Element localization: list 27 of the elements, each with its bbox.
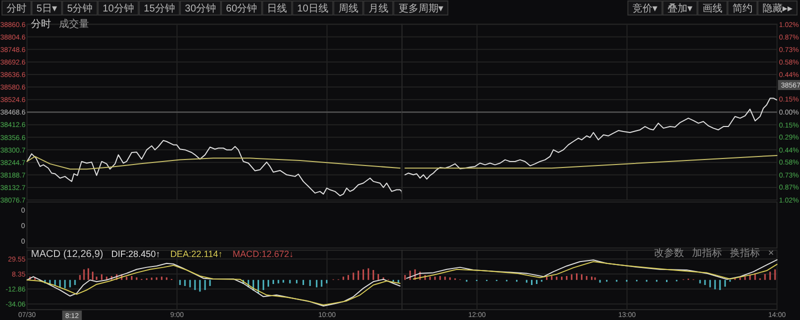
annotation: 加指标 [692,247,722,259]
text: 5日▾ [36,4,58,14]
text: MACD:12.672↓ [232,249,294,259]
text: 30分钟 [184,2,216,14]
text: 叠加▾ [667,2,692,14]
annotation: 换指标 [730,247,760,259]
chart-subtitle: 成交量 [59,18,89,30]
text: 画线 [702,2,722,14]
text: 10日线 [297,2,328,14]
text: 竞价▾ [632,2,658,14]
text: 月线 [368,2,388,14]
annotation: 改参数 [654,247,684,259]
text: 隐藏▸▸ [762,2,792,14]
series-label: DIF:28.450↑ [111,249,160,259]
text: 分时 [6,2,26,14]
text: 周线 [338,2,358,14]
series-label: DEA:22.114↑ [170,249,223,259]
annotation: × [768,248,774,259]
text: 60分钟 [226,2,258,14]
text: 更多周期▾ [398,2,444,14]
text: 简约 [732,2,752,14]
chart-title: MACD (12,26,9) [31,249,104,260]
chart-title: 分时 [31,18,51,30]
text: 5分钟 [67,2,93,14]
text: 15分钟 [144,2,175,14]
text: 10分钟 [102,2,134,14]
text: 日线 [267,2,288,14]
